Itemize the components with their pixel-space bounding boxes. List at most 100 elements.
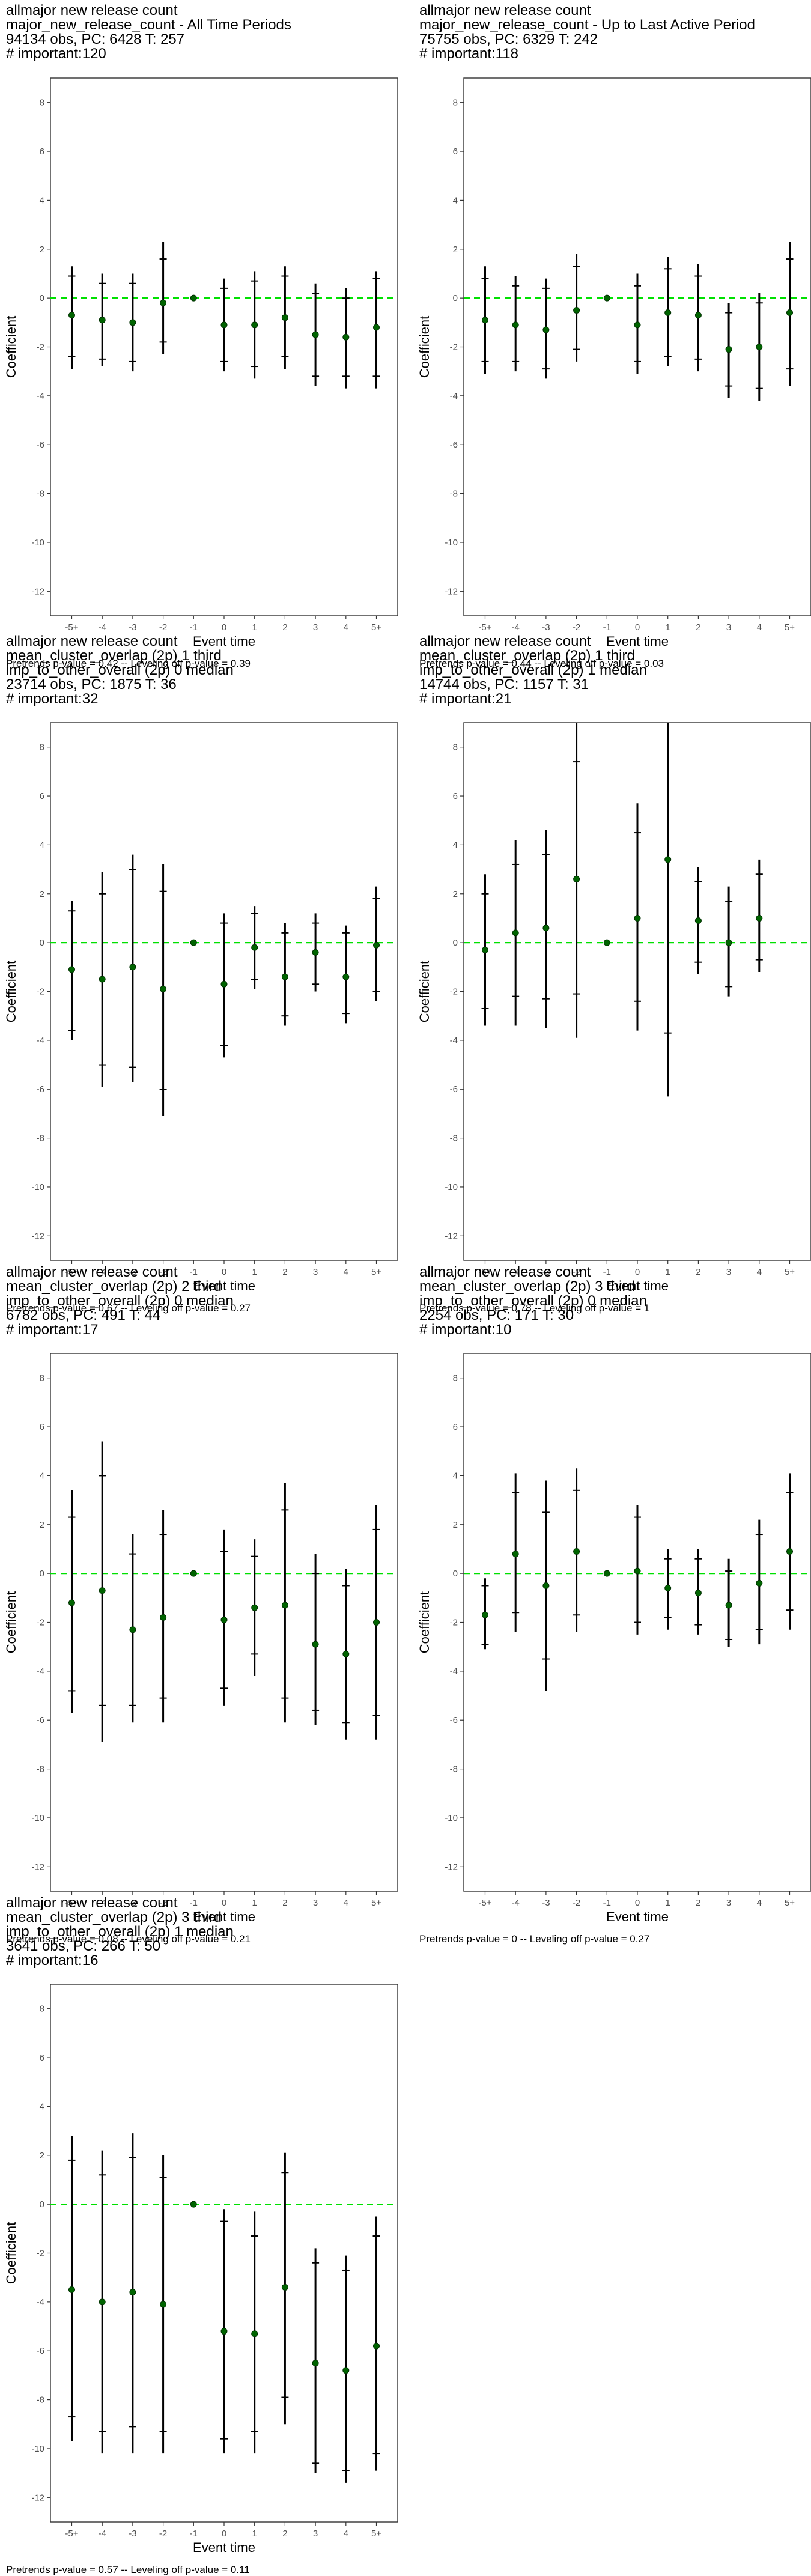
x-tick-label: 3 [726, 1267, 731, 1277]
x-tick-label: 2 [696, 1898, 700, 1908]
x-tick-label: 4 [344, 2529, 348, 2539]
chart-title: allmajor new release count [419, 2, 591, 19]
estimate-point [160, 2301, 167, 2308]
x-tick-label: -3 [129, 622, 136, 633]
estimate-point [373, 941, 380, 949]
x-tick-label: 0 [222, 622, 226, 633]
x-tick-label: 1 [252, 1267, 257, 1277]
estimate-point [664, 856, 672, 863]
chart-subtitle: # important:16 [6, 1952, 99, 1969]
x-tick-label: 5+ [371, 622, 381, 633]
estimate-point [542, 925, 550, 932]
chart-subtitle: major_new_release_count - All Time Perio… [6, 17, 291, 33]
x-tick-label: -4 [99, 1898, 106, 1908]
y-tick-label: 4 [453, 195, 458, 205]
chart-title: allmajor new release count [6, 1264, 178, 1280]
estimate-point [725, 939, 732, 946]
estimate-point [694, 917, 702, 925]
series-estimates [68, 1441, 380, 1742]
chart-footnote: Pretrends p-value = 0.67 -- Leveling off… [6, 1302, 251, 1314]
y-tick-label: 6 [40, 1422, 44, 1432]
x-tick-label: 2 [282, 1898, 287, 1908]
y-tick-label: -2 [37, 2249, 44, 2259]
chart-subtitle: # important:32 [6, 691, 99, 707]
y-tick-label: -8 [37, 489, 44, 499]
y-tick-label: 0 [40, 293, 44, 303]
estimate-point [312, 949, 319, 956]
y-tick-label: -10 [31, 1813, 44, 1823]
estimate-point [160, 985, 167, 992]
chart-subtitle: 2254 obs, PC: 171 T: 30 [419, 1307, 574, 1323]
estimate-point [786, 309, 794, 317]
estimate-point [342, 2367, 350, 2374]
y-tick-label: 2 [40, 2151, 44, 2161]
estimate-point [129, 964, 136, 971]
estimate-point [129, 319, 136, 326]
x-axis-title: Event time [193, 634, 255, 649]
x-tick-label: -3 [542, 1898, 550, 1908]
y-tick-label: -8 [37, 1134, 44, 1144]
y-tick-label: -6 [37, 1715, 44, 1725]
y-tick-label: -10 [31, 2444, 44, 2454]
y-tick-label: 6 [453, 147, 458, 157]
estimate-point [68, 1599, 75, 1606]
y-tick-label: -10 [31, 1182, 44, 1192]
y-tick-label: -12 [31, 1862, 44, 1872]
x-axis-title: Event time [606, 1909, 669, 1924]
y-tick-label: -4 [450, 1036, 458, 1046]
x-tick-label: -1 [603, 622, 611, 633]
x-tick-label: 5+ [785, 1267, 795, 1277]
y-axis-title: Coefficient [4, 2222, 19, 2285]
estimate-point [129, 2289, 136, 2296]
x-tick-label: -2 [573, 1267, 580, 1277]
chart-panel: allmajor new release count mean_cluster_o… [0, 1262, 398, 1945]
estimate-point [634, 321, 641, 329]
x-axis-title: Event time [193, 1909, 255, 1924]
estimate-point [512, 929, 519, 937]
estimate-point [99, 317, 106, 324]
x-tick-label: -5+ [65, 1267, 78, 1277]
x-tick-label: -2 [159, 1267, 167, 1277]
estimate-point [481, 946, 488, 953]
y-tick-label: -2 [450, 1618, 458, 1628]
y-tick-label: -4 [37, 391, 44, 401]
x-tick-label: -5+ [65, 622, 78, 633]
y-tick-label: -8 [450, 1134, 458, 1144]
estimate-point [603, 294, 610, 302]
y-tick-label: -4 [37, 1036, 44, 1046]
y-tick-label: -6 [450, 440, 458, 450]
x-tick-label: -4 [99, 1267, 106, 1277]
chart-footnote: Pretrends p-value = 0 -- Leveling off p-… [419, 1933, 650, 1945]
chart-footnote: Pretrends p-value = 0.78 -- Leveling off… [419, 1302, 650, 1314]
chart-subtitle: 14744 obs, PC: 1157 T: 31 [419, 676, 589, 693]
estimate-point [342, 973, 350, 980]
y-tick-label: 2 [40, 245, 44, 255]
x-tick-label: -4 [512, 622, 520, 633]
estimate-point [664, 1585, 672, 1592]
estimate-point [756, 344, 763, 350]
y-tick-label: 6 [40, 2053, 44, 2063]
x-tick-label: -1 [190, 1898, 198, 1908]
estimate-point [542, 1582, 550, 1589]
estimate-point [573, 1548, 580, 1555]
x-tick-label: -5+ [65, 2529, 78, 2539]
x-tick-label: 3 [726, 1898, 731, 1908]
y-tick-label: -2 [450, 342, 458, 353]
y-axis-title: Coefficient [4, 316, 19, 378]
x-tick-label: -1 [190, 2529, 198, 2539]
chart-subtitle: # important:120 [6, 46, 106, 62]
estimate-point [312, 331, 319, 338]
estimate-point [512, 321, 519, 329]
y-tick-label: -6 [450, 1084, 458, 1095]
x-tick-label: 0 [222, 1898, 226, 1908]
estimate-point [603, 1570, 610, 1577]
series-estimates [68, 242, 380, 389]
y-tick-label: 8 [40, 2004, 44, 2014]
x-tick-label: -3 [542, 622, 550, 633]
estimate-point [786, 1548, 794, 1555]
chart-subtitle: imp_to_other_overall (2p) 1 median [6, 1924, 234, 1940]
x-axis-title: Event time [193, 1278, 255, 1293]
